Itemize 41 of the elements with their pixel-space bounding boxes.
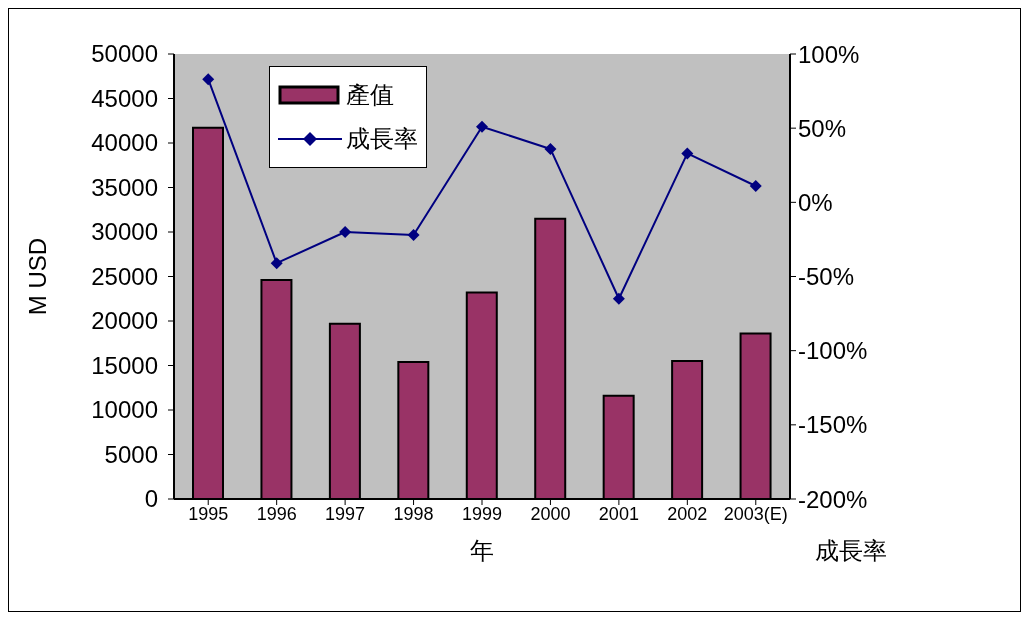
x-tick-label: 1997	[325, 503, 366, 524]
point	[202, 73, 215, 86]
legend-label: 產值	[346, 80, 394, 110]
point	[749, 180, 762, 193]
x-tick-label: 2001	[598, 503, 639, 524]
y-tick-label: 10000	[91, 396, 158, 423]
y2-tick-label: -150%	[798, 411, 868, 439]
y-tick-label: 40000	[91, 129, 158, 156]
x-tick-label: 2003(E)	[723, 503, 788, 524]
y-tick-label: 15000	[91, 351, 158, 379]
y-tick-label: 5000	[104, 440, 158, 468]
x-tick-label: 1995	[188, 503, 229, 524]
point	[270, 257, 283, 270]
point	[339, 226, 352, 238]
y-tick-label: 35000	[91, 173, 158, 201]
y2-tick-label: 100%	[798, 40, 860, 68]
point	[476, 120, 488, 133]
x-tick-label: 1999	[461, 503, 503, 524]
y-tick-label: 20000	[91, 307, 158, 334]
x-axis-title: 年	[470, 537, 494, 564]
y-tick-label: 25000	[91, 262, 158, 290]
y-tick-label: 50000	[91, 40, 158, 67]
point	[407, 228, 420, 241]
y2-tick-label: 50%	[798, 114, 847, 142]
y2-axis-title: 成長率	[815, 537, 887, 564]
y-tick-label: 45000	[91, 84, 158, 112]
point	[544, 142, 557, 155]
x-tick-label: 1998	[393, 503, 434, 524]
y2-tick-label: 0%	[798, 188, 833, 216]
y-axis-title: M USD	[23, 237, 51, 316]
x-tick-label: 2002	[667, 503, 708, 524]
y2-tick-label: -200%	[798, 485, 868, 513]
y2-tick-label: -100%	[798, 337, 868, 365]
point	[681, 147, 694, 160]
point	[612, 292, 625, 305]
y2-tick-label: -50%	[798, 263, 855, 291]
legend-label: 成長率	[346, 124, 418, 154]
x-tick-label: 2000	[530, 503, 571, 524]
y-tick-label: 0	[144, 485, 158, 512]
x-tick-label: 1996	[256, 503, 297, 524]
y-tick-label: 30000	[91, 218, 158, 245]
